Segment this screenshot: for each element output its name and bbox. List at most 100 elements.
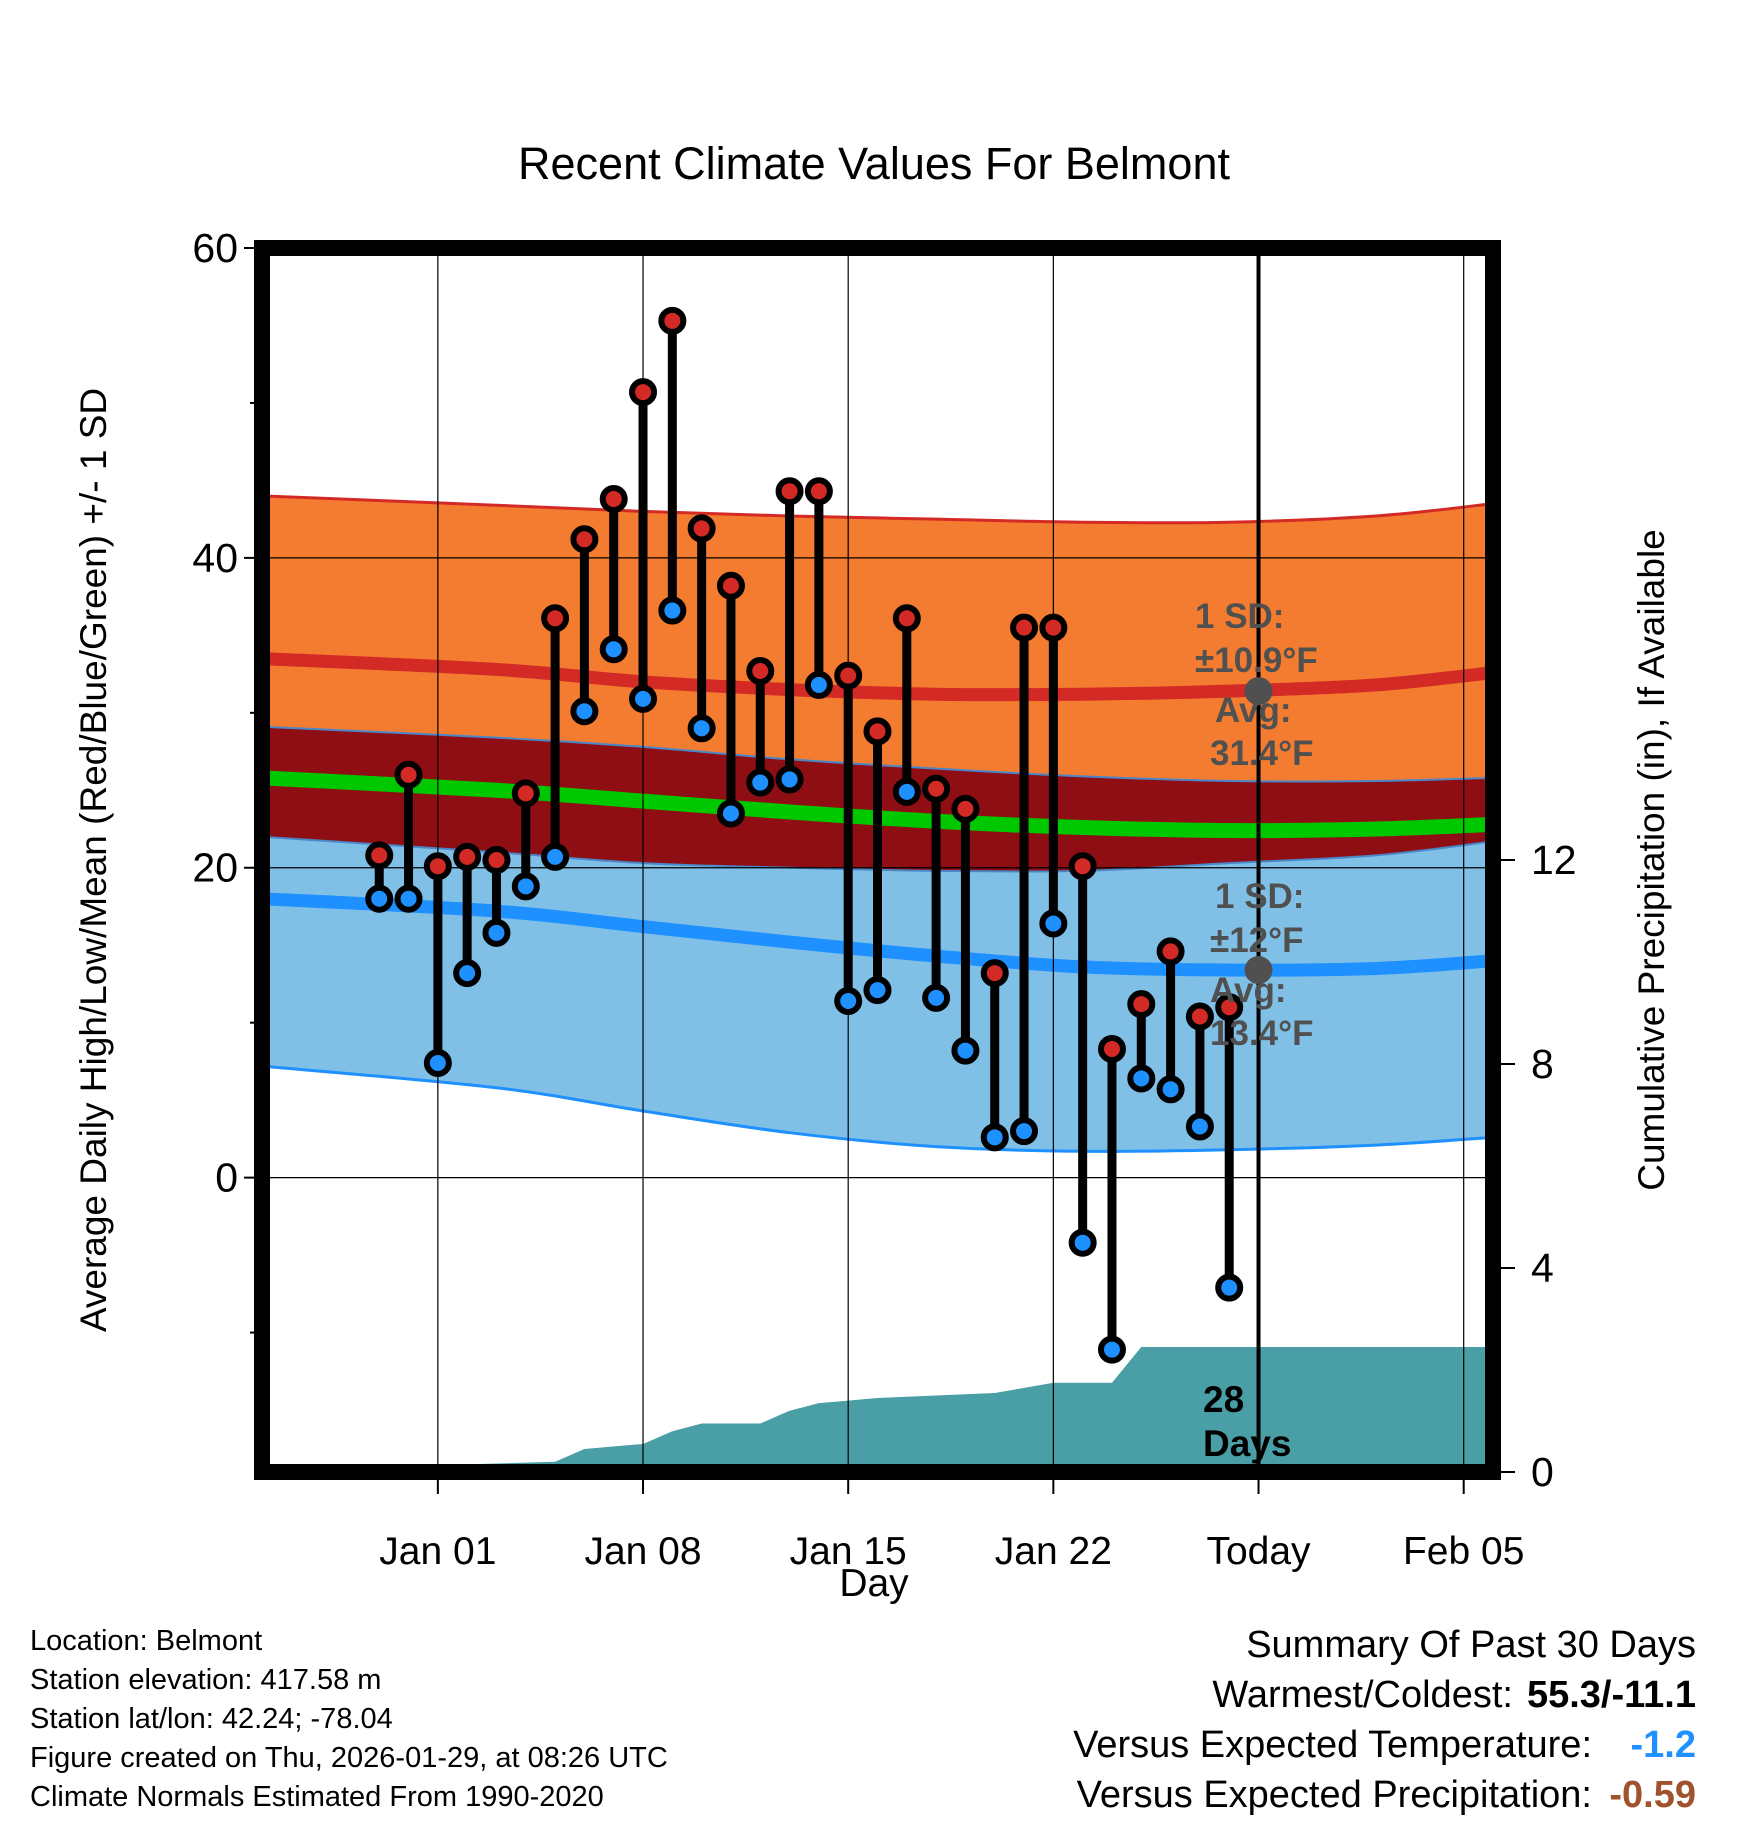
obs-low-point xyxy=(658,596,687,625)
days-word: Days xyxy=(1203,1423,1291,1464)
obs-low-point xyxy=(922,983,951,1012)
obs-low-point xyxy=(570,697,599,726)
obs-low-point xyxy=(599,635,628,664)
obs-low-point xyxy=(1068,1228,1097,1257)
obs-low-point xyxy=(1097,1335,1126,1364)
summary-panel: Summary Of Past 30 Days Warmest/Coldest:… xyxy=(1073,1620,1696,1820)
high-avg-value: 31.4°F xyxy=(1210,734,1314,773)
obs-low-point xyxy=(804,670,833,699)
obs-high-point xyxy=(394,760,423,789)
obs-high-point xyxy=(1068,852,1097,881)
obs-low-point xyxy=(1215,1273,1244,1302)
obs-low-point xyxy=(687,714,716,743)
normals-text: Climate Normals Estimated From 1990-2020 xyxy=(30,1781,604,1813)
obs-low-point xyxy=(1010,1117,1039,1146)
station-info: Location: Belmont Station elevation: 417… xyxy=(30,1622,668,1817)
obs-high-point xyxy=(1097,1035,1126,1064)
created-text: Figure created on Thu, 2026-01-29, at 08… xyxy=(30,1742,668,1774)
low-minus-sd-line xyxy=(262,1064,1493,1153)
obs-high-point xyxy=(980,959,1009,988)
y-right-tick-label-12: 12 xyxy=(1531,837,1577,883)
obs-high-point xyxy=(1215,993,1244,1022)
high-avg-title: Avg: xyxy=(1215,691,1291,730)
obs-high-point xyxy=(1127,990,1156,1019)
y-tick-label-0: 0 xyxy=(215,1155,238,1201)
obs-low-point xyxy=(746,768,775,797)
low-avg-value: 13.4°F xyxy=(1210,1014,1314,1053)
y-tick-label-20: 20 xyxy=(192,845,238,891)
obs-low-point xyxy=(482,918,511,947)
days-count: 28 xyxy=(1203,1379,1244,1420)
y-axis-right: 0 4 8 12 xyxy=(1493,837,1577,1495)
obs-low-point xyxy=(775,765,804,794)
high-avg-line xyxy=(262,652,1493,702)
obs-low-point xyxy=(892,777,921,806)
obs-high-point xyxy=(922,774,951,803)
low-avg-line xyxy=(262,892,1493,977)
low-sd-value: ±12°F xyxy=(1210,921,1304,960)
obs-low-point xyxy=(716,799,745,828)
observations xyxy=(365,306,1244,1364)
y-right-tick-label-0: 0 xyxy=(1531,1449,1554,1495)
obs-high-point xyxy=(863,717,892,746)
climate-chart: Recent Climate Values For Belmont 1 SD: … xyxy=(73,138,1672,1605)
warm-cold-row: Warmest/Coldest: 55.3/-11.1 xyxy=(1073,1670,1696,1720)
obs-low-point xyxy=(980,1123,1009,1152)
low-sd-title: 1 SD: xyxy=(1215,877,1304,916)
obs-low-point xyxy=(394,884,423,913)
obs-low-point xyxy=(511,872,540,901)
obs-high-point xyxy=(687,514,716,543)
obs-low-point xyxy=(541,842,570,871)
obs-high-point xyxy=(834,661,863,690)
obs-high-point xyxy=(746,656,775,685)
obs-high-point xyxy=(629,378,658,407)
obs-high-point xyxy=(716,571,745,600)
y-axis-left: 0 20 40 60 xyxy=(192,225,262,1334)
normal-annotations: 1 SD: ±10.9°F Avg: 31.4°F 1 SD: ±12°F Av… xyxy=(1195,597,1318,1464)
obs-low-point xyxy=(1185,1112,1214,1141)
obs-high-point xyxy=(511,779,540,808)
x-axis-label: Day xyxy=(839,1562,909,1605)
obs-high-point xyxy=(1185,1002,1214,1031)
location-text: Location: Belmont xyxy=(30,1625,263,1657)
high-avg-marker xyxy=(1244,677,1273,706)
y-right-tick-label-4: 4 xyxy=(1531,1245,1554,1291)
obs-low-point xyxy=(951,1036,980,1065)
warm-cold-value: 55.3/-11.1 xyxy=(1526,1674,1696,1716)
low-avg-title: Avg: xyxy=(1210,971,1286,1010)
y-axis-right-label: Cumulative Precipitation (in), If Availa… xyxy=(1631,529,1672,1191)
obs-high-point xyxy=(541,604,570,633)
high-sd-value: ±10.9°F xyxy=(1195,641,1318,680)
obs-low-point xyxy=(453,959,482,988)
obs-high-point xyxy=(423,852,452,881)
x-tick-label: Jan 15 xyxy=(790,1530,907,1573)
obs-high-point xyxy=(453,842,482,871)
y-right-tick-label-8: 8 xyxy=(1531,1041,1554,1087)
obs-high-point xyxy=(1010,613,1039,642)
precip-label: Versus Expected Precipitation: xyxy=(1076,1774,1592,1816)
obs-high-point xyxy=(1039,613,1068,642)
obs-low-point xyxy=(1039,909,1068,938)
low-plus-sd-line xyxy=(262,835,1493,873)
high-plus-sd-line xyxy=(262,494,1493,525)
summary-title: Summary Of Past 30 Days xyxy=(1246,1624,1696,1666)
plot-area xyxy=(262,247,1493,1472)
chart-title: Recent Climate Values For Belmont xyxy=(518,138,1230,189)
x-tick-label: Jan 01 xyxy=(379,1530,496,1573)
obs-low-point xyxy=(1156,1075,1185,1104)
obs-low-point xyxy=(423,1048,452,1077)
high-minus-sd-line xyxy=(262,725,1493,783)
obs-high-point xyxy=(599,484,628,513)
x-tick-label: Jan 08 xyxy=(584,1530,701,1573)
obs-high-point xyxy=(1156,937,1185,966)
obs-low-point xyxy=(834,986,863,1015)
low-avg-marker xyxy=(1244,956,1273,985)
obs-low-point xyxy=(629,684,658,713)
elevation-text: Station elevation: 417.58 m xyxy=(30,1664,382,1696)
obs-low-point xyxy=(1127,1064,1156,1093)
x-tick-label: Feb 05 xyxy=(1403,1530,1524,1573)
x-tick-label: Jan 22 xyxy=(995,1530,1112,1573)
x-axis: Jan 01 Jan 08 Jan 15 Jan 22 Today Feb 05 xyxy=(379,1472,1524,1573)
high-sd-title: 1 SD: xyxy=(1195,597,1284,636)
temp-value: -1.2 xyxy=(1630,1724,1696,1766)
